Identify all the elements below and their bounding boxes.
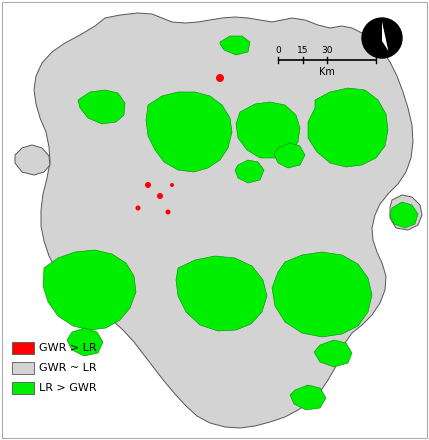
Polygon shape (390, 202, 418, 228)
Polygon shape (235, 160, 264, 183)
Polygon shape (220, 36, 250, 55)
Polygon shape (43, 250, 136, 330)
Polygon shape (390, 195, 422, 230)
Text: Km: Km (319, 67, 335, 77)
Polygon shape (308, 88, 388, 167)
Text: GWR ~ LR: GWR ~ LR (39, 363, 97, 373)
Circle shape (216, 74, 224, 82)
Polygon shape (78, 90, 125, 124)
Text: LR > GWR: LR > GWR (39, 383, 97, 393)
Polygon shape (67, 328, 103, 356)
Bar (12, 362, 34, 374)
Bar (12, 382, 34, 394)
Circle shape (157, 193, 163, 199)
Polygon shape (272, 252, 372, 337)
Circle shape (145, 182, 151, 188)
Polygon shape (290, 385, 326, 410)
Polygon shape (146, 92, 232, 172)
Polygon shape (376, 22, 382, 51)
Bar (12, 342, 34, 354)
Text: 15: 15 (297, 46, 308, 55)
Circle shape (170, 183, 174, 187)
Text: 0: 0 (275, 46, 281, 55)
Polygon shape (34, 13, 413, 428)
Circle shape (166, 209, 170, 215)
Circle shape (136, 205, 141, 210)
Polygon shape (15, 145, 50, 175)
Polygon shape (236, 102, 300, 158)
Text: GWR > LR: GWR > LR (39, 343, 97, 353)
Polygon shape (274, 143, 305, 168)
Circle shape (362, 18, 402, 58)
Polygon shape (314, 340, 352, 367)
Text: 60: 60 (370, 46, 382, 55)
Polygon shape (382, 22, 388, 51)
Polygon shape (176, 256, 267, 331)
Text: 30: 30 (321, 46, 333, 55)
